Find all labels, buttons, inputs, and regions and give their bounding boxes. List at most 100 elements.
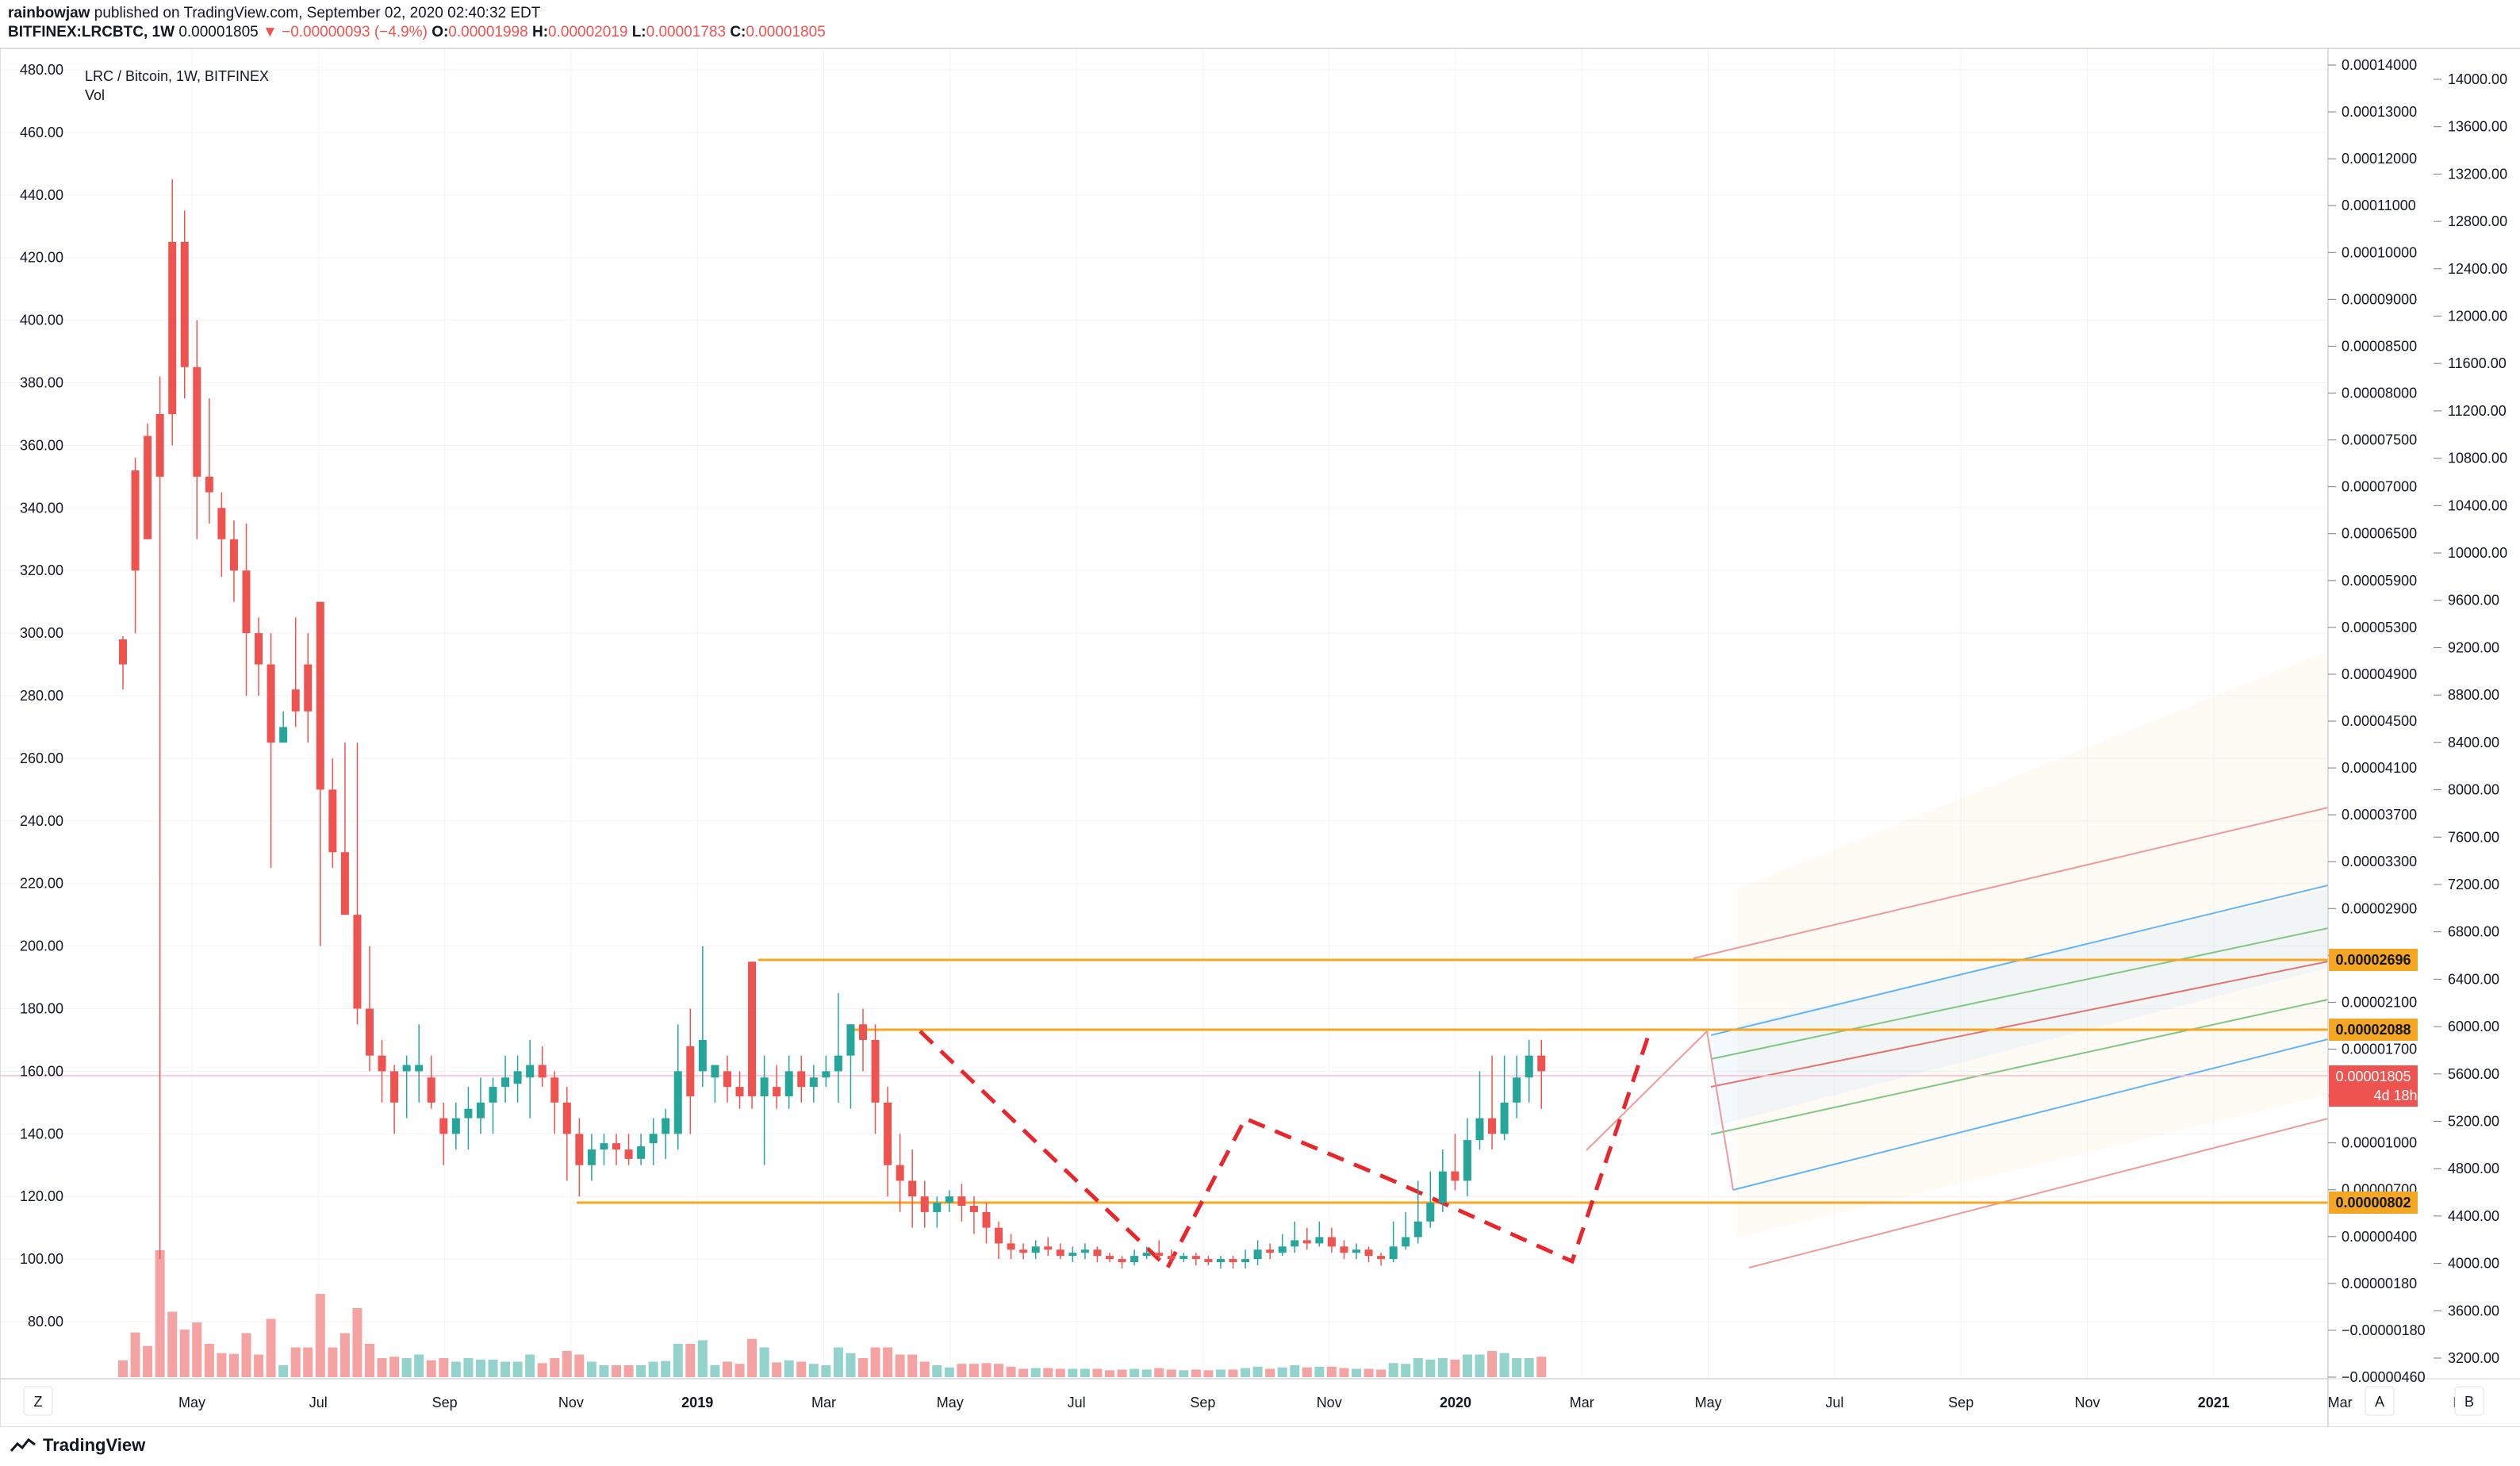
volume-bar	[1536, 1357, 1547, 1377]
price-axis-tick: 0.00011000	[2342, 198, 2416, 213]
left-axis-tick: 300.00	[20, 625, 63, 641]
candle-body	[291, 689, 300, 712]
price-axis-tick: 0.00005300	[2342, 620, 2417, 635]
price-axis-tick: 0.00003700	[2342, 807, 2417, 823]
candle-body	[1093, 1249, 1102, 1257]
candle-body	[834, 1055, 842, 1072]
candle-body	[340, 852, 349, 915]
right-axis-tick: 4400.00	[2448, 1208, 2499, 1224]
candle-body	[193, 366, 201, 477]
price-axis[interactable]: 0.00014000 0.00013000 0.00012000 0.00011000…	[2328, 57, 2426, 1385]
left-axis-tick: 100.00	[20, 1251, 63, 1267]
time-axis-label: Mar	[811, 1395, 836, 1410]
candle-body	[427, 1077, 435, 1103]
volume-bar	[808, 1364, 819, 1377]
auto-scale-button[interactable]: A	[2365, 1386, 2395, 1416]
volume-bar	[278, 1365, 289, 1377]
candle-body	[1031, 1246, 1040, 1253]
open-value: 0.00001998	[448, 24, 528, 40]
time-axis[interactable]: May Jul Sep Nov 2019 Mar May Jul Sep Nov 2020 Mar Ma…	[178, 1395, 2480, 1410]
right-axis[interactable]: 14000.00 13600.00 13200.00 12800.00 12400.00…	[2434, 71, 2507, 1366]
right-axis-tick: 14000.00	[2448, 71, 2507, 87]
candle-body	[1463, 1140, 1471, 1181]
candle-body	[884, 1102, 892, 1165]
volume-bar	[377, 1358, 387, 1377]
candle-body	[1142, 1253, 1151, 1257]
close-label: C:	[730, 24, 746, 40]
right-axis-tick: 6800.00	[2448, 924, 2499, 940]
candle-body	[649, 1134, 658, 1144]
publisher-name[interactable]: rainbowjaw	[8, 5, 90, 21]
right-axis-tick: 8800.00	[2448, 687, 2499, 703]
tradingview-logo-icon	[10, 1437, 36, 1452]
volume-bars	[118, 1250, 1547, 1377]
candle-body	[119, 639, 127, 665]
volume-bar	[1252, 1366, 1263, 1377]
volume-bar	[722, 1361, 732, 1377]
price-axis-tick: 0.00007500	[2342, 432, 2417, 448]
time-axis-label: Nov	[558, 1395, 584, 1410]
candle-body	[205, 476, 213, 493]
volume-bar	[1401, 1364, 1411, 1377]
z-button[interactable]: Z	[23, 1386, 53, 1416]
volume-bar	[1228, 1369, 1238, 1377]
candle-body	[1278, 1246, 1287, 1253]
volume-bar	[315, 1294, 325, 1377]
candle-body	[1007, 1243, 1015, 1250]
time-axis-label: May	[1695, 1395, 1722, 1410]
candle-body	[439, 1118, 448, 1134]
volume-bar	[389, 1357, 400, 1377]
candle-body	[1451, 1171, 1459, 1181]
volume-bar	[426, 1360, 436, 1377]
candle-body	[945, 1196, 953, 1203]
volume-bar	[1068, 1368, 1078, 1377]
volume-bar	[1092, 1368, 1103, 1377]
volume-bar	[1290, 1365, 1300, 1377]
b-button[interactable]: B	[2454, 1386, 2484, 1416]
candle-body	[1191, 1256, 1200, 1260]
right-axis-tick: 3200.00	[2448, 1350, 2499, 1366]
right-axis-tick: 4000.00	[2448, 1256, 2499, 1272]
volume-bar	[1475, 1354, 1485, 1377]
right-axis-tick: 11600.00	[2448, 355, 2507, 371]
volume-bar	[1487, 1351, 1498, 1377]
volume-bar	[352, 1308, 362, 1377]
candle-body	[1068, 1253, 1077, 1257]
time-axis-label: Sep	[432, 1395, 458, 1410]
candle-body	[1241, 1259, 1250, 1263]
candle-body	[353, 915, 362, 1009]
publish-line: rainbowjaw published on TradingView.com,…	[8, 5, 540, 22]
price-axis-tick: 0.00004500	[2342, 713, 2417, 729]
volume-bar	[204, 1344, 214, 1377]
right-axis-tick: 13200.00	[2448, 166, 2507, 182]
time-axis-label: May	[937, 1395, 964, 1410]
price-chart[interactable]: 480.00 460.00 440.00 420.00 400.00 380.00 360.…	[0, 48, 2520, 1426]
candle-body	[366, 1008, 374, 1056]
volume-bar	[167, 1311, 178, 1377]
volume-bar	[981, 1363, 992, 1377]
svg-text:0.00000802: 0.00000802	[2335, 1195, 2411, 1211]
volume-bar	[685, 1344, 696, 1377]
left-axis-tick: 400.00	[20, 313, 63, 328]
candle-body	[1488, 1118, 1497, 1134]
tradingview-brand[interactable]: TradingView	[10, 1435, 145, 1456]
volume-bar	[759, 1347, 769, 1377]
volume-bar	[907, 1354, 918, 1377]
candle-body	[760, 1077, 769, 1096]
open-label: O:	[432, 24, 449, 40]
volume-bar	[1314, 1366, 1325, 1377]
pane-title: LRC / Bitcoin, 1W, BITFINEX	[85, 68, 269, 84]
volume-bar	[994, 1364, 1004, 1377]
volume-bar	[118, 1360, 128, 1377]
left-axis-tick: 80.00	[28, 1314, 63, 1330]
svg-text:0.00002088: 0.00002088	[2335, 1022, 2411, 1038]
candle-body	[1340, 1246, 1348, 1253]
volume-bar	[1437, 1358, 1448, 1377]
candle-body	[378, 1055, 386, 1072]
badge-level-top: 0.00002696	[2329, 949, 2418, 971]
candle-body	[1513, 1077, 1521, 1103]
candle-body	[1302, 1240, 1311, 1244]
volume-bar	[1352, 1368, 1361, 1377]
volume-bar	[821, 1365, 831, 1377]
volume-bar	[697, 1340, 708, 1377]
